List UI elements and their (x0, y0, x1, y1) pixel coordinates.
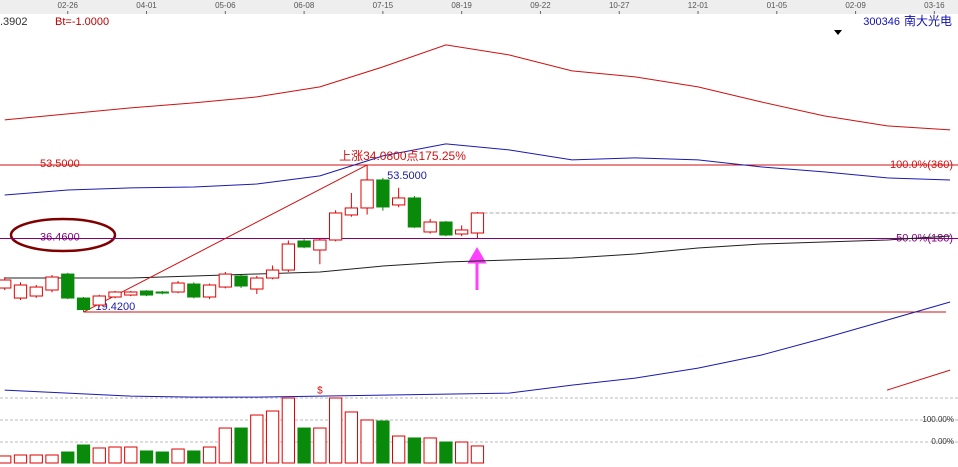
date-strip (0, 0, 958, 14)
volume-bar (155, 451, 169, 464)
candle-body (439, 221, 453, 236)
candle-body (187, 283, 201, 298)
candle-body (297, 240, 311, 248)
volume-bar (234, 427, 248, 464)
volume-bar (61, 451, 75, 464)
candle-body (391, 197, 406, 206)
candle-body (250, 277, 264, 290)
volume-bar (455, 441, 469, 464)
volume-bar (187, 450, 201, 464)
x-tick-label: 02-26 (58, 1, 79, 10)
candle-body (0, 279, 12, 289)
volume-bar (439, 441, 453, 464)
x-tick-label: 07-15 (373, 1, 394, 10)
level-label: 36.4600 (40, 231, 80, 243)
dropdown-arrow[interactable] (834, 30, 842, 35)
candle-body (76, 297, 91, 311)
x-tick-label: 09-22 (530, 1, 551, 10)
candle-body (234, 275, 248, 287)
volume-bar (328, 397, 343, 464)
x-tick-label: 05-06 (215, 1, 236, 10)
candle-body (407, 197, 422, 228)
volume-bar (13, 454, 28, 464)
candle-body (45, 276, 59, 291)
volume-label: 0.00% (931, 437, 954, 446)
volume-bar (0, 455, 12, 464)
level-right-label: 50.0%(180) (896, 232, 953, 244)
volume-label: 100.00% (922, 415, 954, 424)
volume-bar (76, 444, 91, 464)
x-tick-label: 08-19 (451, 1, 472, 10)
highlight-arrow (467, 247, 487, 290)
x-tick-label: 03-16 (924, 1, 945, 10)
volume-bar (407, 437, 422, 464)
volume-bar (344, 411, 359, 464)
volume-bar (360, 419, 374, 464)
indicator-line (4, 143, 951, 196)
volume-bar (265, 410, 280, 464)
candle-body (470, 212, 485, 234)
x-tick-label: 01-05 (767, 1, 788, 10)
candle-body (124, 291, 138, 296)
volume-bar (108, 446, 122, 464)
volume-bar (29, 454, 43, 464)
info-left: .3902 (0, 16, 28, 28)
candle-body (328, 212, 343, 241)
stock-name: 南大光电 (904, 13, 952, 28)
candle-body (202, 284, 217, 298)
candle-body (344, 207, 359, 216)
candle-body (218, 273, 232, 288)
volume-bar (139, 450, 154, 464)
volume-bar (391, 435, 406, 464)
volume-bar (376, 420, 390, 464)
volume-bar (423, 437, 437, 464)
x-tick-label: 02-09 (845, 1, 866, 10)
candle-body (360, 179, 374, 209)
candle-body (313, 239, 327, 251)
volume-marker: $ (317, 386, 323, 397)
volume-bar (171, 448, 185, 464)
volume-bar (297, 427, 311, 464)
candle-body (139, 290, 154, 296)
candle-body (376, 179, 390, 208)
stock-code: 300346 (863, 16, 900, 28)
candle-body (29, 286, 43, 297)
indicator: Bt=-1.0000 (55, 16, 109, 28)
high-label: 53.5000 (387, 170, 427, 182)
indicator-line (4, 235, 951, 279)
x-tick-label: 04-01 (136, 1, 157, 10)
volume-bar (313, 427, 327, 464)
volume-bar (218, 427, 232, 464)
indicator-line (886, 369, 951, 391)
x-tick-label: 06-08 (294, 1, 315, 10)
volume-bar (470, 445, 485, 464)
candle-body (108, 291, 122, 298)
indicator-line (4, 301, 951, 398)
swing-line (83, 164, 368, 313)
volume-bar (202, 446, 217, 464)
volume-bar (45, 454, 59, 464)
candle-body (265, 269, 280, 279)
volume-bar (124, 446, 138, 464)
candle-body (92, 295, 106, 306)
candle-body (13, 284, 28, 299)
candle-body (61, 273, 75, 299)
x-tick-label: 12-01 (688, 1, 709, 10)
highlight-ellipse (9, 217, 117, 253)
candle-body (281, 243, 295, 271)
x-tick-label: 10-27 (609, 1, 630, 10)
candle-body (155, 291, 169, 294)
level-label: 53.5000 (40, 158, 80, 170)
candle-body (423, 221, 437, 233)
candle-body (171, 282, 185, 293)
volume-bar (92, 447, 106, 464)
swing-label: 上涨34.0800点175.25% (339, 148, 466, 163)
candle-body (455, 229, 469, 235)
level-right-label: 100.0%(360) (890, 159, 953, 171)
volume-bar (281, 397, 295, 464)
volume-bar (250, 414, 264, 464)
indicator-line (4, 44, 951, 131)
